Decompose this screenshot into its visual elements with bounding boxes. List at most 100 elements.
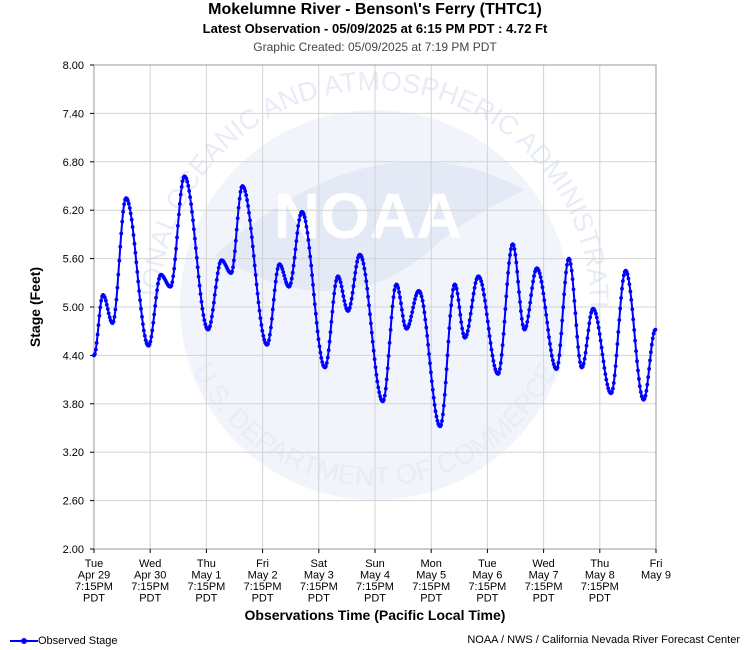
data-point (150, 328, 155, 333)
data-point (378, 394, 382, 399)
data-point (235, 216, 240, 221)
data-point (369, 321, 373, 326)
data-point (503, 307, 508, 311)
data-point (399, 301, 403, 306)
data-point (421, 304, 426, 308)
data-point (457, 305, 462, 310)
data-point (343, 303, 348, 307)
data-point (318, 350, 323, 355)
data-point (429, 370, 433, 375)
data-point (390, 304, 395, 309)
data-point (466, 324, 471, 328)
y-tick-label: 6.80 (63, 157, 84, 169)
data-point (117, 258, 122, 263)
data-point (637, 377, 641, 381)
data-point (458, 312, 463, 317)
data-point (469, 305, 474, 309)
data-point (93, 352, 97, 356)
data-point (440, 419, 444, 423)
data-point (261, 333, 266, 338)
data-point (156, 281, 160, 286)
data-point (174, 246, 179, 251)
data-point (196, 274, 201, 279)
data-point (375, 379, 380, 384)
x-tick-label: Sun May 4 7:15PM PDT (356, 558, 394, 605)
data-point (119, 231, 124, 236)
data-point (172, 266, 177, 271)
data-point (258, 316, 263, 320)
data-point (143, 338, 148, 342)
data-point (597, 332, 602, 336)
data-point (442, 392, 447, 397)
data-point (507, 261, 511, 265)
data-point (629, 298, 634, 302)
noaa-watermark: NOAANATIONAL OCEANIC AND ATMOSPHERIC ADM… (0, 0, 614, 500)
data-point (529, 293, 533, 298)
data-point (598, 338, 603, 343)
data-point (517, 290, 521, 294)
data-point (449, 303, 454, 308)
data-point (120, 219, 125, 224)
data-point (439, 423, 443, 427)
data-point (618, 306, 623, 311)
data-point (210, 314, 214, 319)
data-point (211, 308, 215, 312)
legend-label: Observed Stage (38, 635, 118, 647)
data-point (201, 313, 206, 317)
data-point (587, 321, 592, 326)
data-point (147, 342, 152, 347)
y-tick-label: 2.60 (63, 496, 84, 508)
data-point (434, 414, 439, 419)
data-point (270, 307, 275, 312)
data-point (242, 186, 247, 191)
data-point (547, 335, 551, 339)
data-point (424, 325, 429, 330)
data-point (133, 250, 138, 255)
data-point (550, 358, 555, 363)
data-point (324, 361, 329, 365)
data-point (447, 326, 452, 331)
data-point (312, 302, 317, 307)
data-point (650, 336, 655, 341)
data-point (411, 305, 415, 310)
data-point (243, 189, 248, 194)
data-point (645, 382, 650, 387)
data-point (432, 403, 437, 407)
data-point (212, 293, 217, 297)
data-point (121, 209, 125, 214)
data-point (297, 218, 302, 222)
data-point (409, 314, 414, 319)
data-point (272, 288, 277, 293)
data-point (540, 285, 545, 290)
data-point (188, 195, 193, 200)
data-point (118, 244, 123, 249)
data-point (202, 318, 207, 322)
data-point (631, 317, 636, 322)
data-point (392, 288, 397, 293)
data-point (139, 306, 143, 311)
data-point (435, 418, 440, 423)
data-point (408, 318, 413, 323)
data-point (371, 348, 376, 353)
data-point (636, 368, 640, 373)
data-point (184, 176, 189, 181)
data-point (189, 202, 194, 207)
data-point (347, 305, 352, 310)
data-point (326, 348, 331, 353)
data-point (354, 264, 359, 269)
data-point (301, 212, 306, 217)
data-point (625, 272, 630, 277)
data-point (599, 345, 604, 350)
data-point (262, 337, 267, 342)
data-point (353, 270, 358, 275)
data-point (313, 311, 318, 316)
data-point (526, 314, 531, 319)
data-point (595, 320, 600, 325)
data-point (319, 356, 324, 360)
data-point (546, 328, 550, 332)
x-tick-label: Wed Apr 30 7:15PM PDT (131, 558, 169, 605)
data-point (257, 308, 262, 313)
data-point (460, 326, 465, 331)
data-point (559, 331, 564, 336)
